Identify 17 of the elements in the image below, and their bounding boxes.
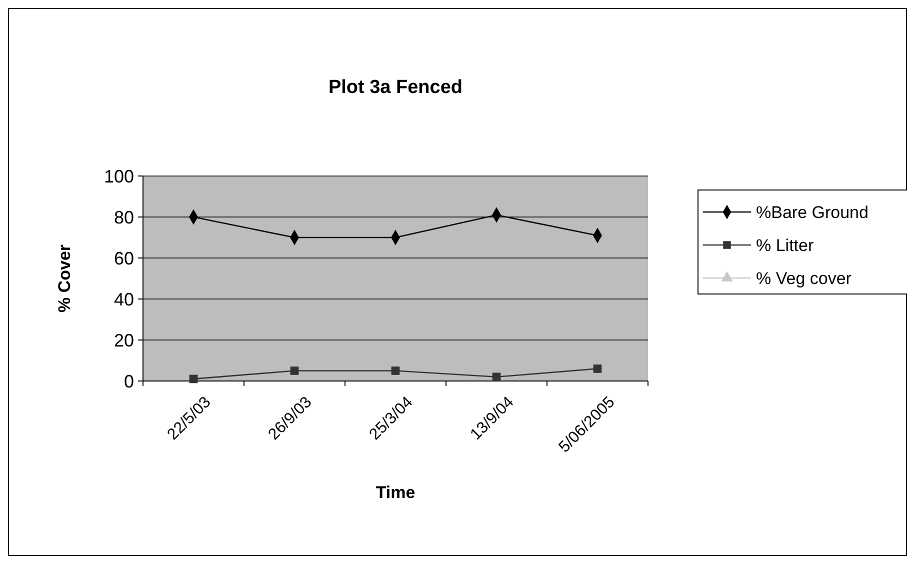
chart-title: Plot 3a Fenced — [328, 77, 463, 98]
point — [189, 374, 198, 384]
y-tick-label: 40 — [114, 289, 134, 310]
legend-label: % Veg cover — [756, 268, 852, 288]
y-tick-label: 20 — [114, 330, 134, 350]
point — [492, 372, 501, 382]
point — [290, 366, 299, 375]
y-tick-label: 80 — [114, 207, 134, 228]
legend-label: % Litter — [756, 236, 814, 255]
x-axis-title: Time — [376, 483, 416, 502]
y-axis-title: % Cover — [55, 244, 74, 313]
y-tick-label: 100 — [104, 166, 134, 186]
y-tick-label: 0 — [124, 371, 134, 392]
point — [391, 366, 400, 375]
legend-label: %Bare Ground — [756, 202, 868, 222]
point — [593, 364, 602, 373]
y-tick-label: 60 — [114, 248, 134, 268]
